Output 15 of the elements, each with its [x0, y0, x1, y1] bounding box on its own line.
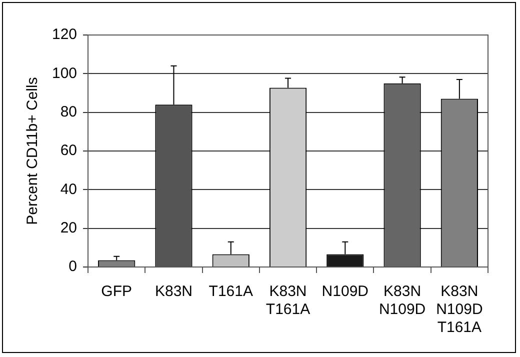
- x-tick-label: K83N N109D T161A: [436, 283, 483, 336]
- x-tick-label: K83N: [154, 283, 192, 300]
- x-tick-label: T161A: [208, 283, 253, 300]
- x-tick-label: K83N T161A: [266, 283, 310, 318]
- y-axis-title: Percent CD11b+ Cells: [24, 77, 42, 225]
- y-tick-label: 60: [60, 142, 78, 160]
- y-tick-label: 100: [52, 64, 78, 82]
- x-tick-label: N109D: [322, 283, 369, 300]
- y-tick-label: 40: [60, 180, 78, 198]
- y-tick-label: 120: [52, 26, 78, 44]
- x-tick-label: K83N N109D: [378, 283, 426, 318]
- x-tick-label: GFP: [101, 283, 132, 300]
- y-tick-label: 80: [60, 103, 78, 120]
- y-tick-label: 20: [60, 219, 78, 236]
- y-tick-label: 0: [68, 258, 78, 276]
